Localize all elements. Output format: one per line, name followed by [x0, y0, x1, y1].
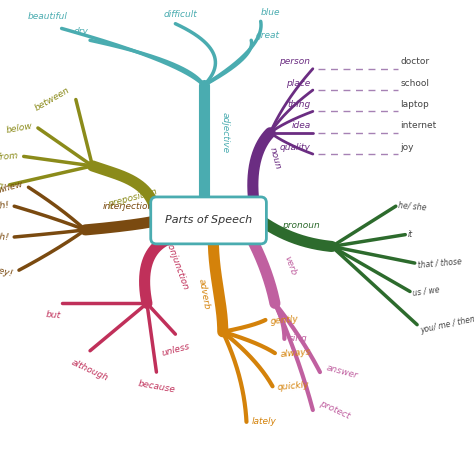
Text: between: between — [33, 86, 71, 113]
Text: quickly: quickly — [277, 381, 310, 392]
Text: sing: sing — [289, 335, 308, 343]
Text: beautiful: beautiful — [27, 12, 67, 21]
Text: place: place — [286, 79, 310, 88]
Text: Gosh!: Gosh! — [0, 231, 9, 243]
Text: internet: internet — [401, 121, 437, 130]
Text: Yehey!: Yehey! — [0, 262, 14, 278]
Text: from: from — [0, 151, 19, 162]
Text: that / those: that / those — [417, 256, 462, 270]
Text: answer: answer — [325, 364, 358, 381]
Text: pronoun: pronoun — [282, 221, 320, 230]
Text: joy: joy — [401, 143, 414, 152]
Text: adverb: adverb — [197, 277, 211, 310]
Text: interjection: interjection — [102, 202, 154, 211]
Text: always: always — [280, 347, 311, 359]
Text: preposition: preposition — [107, 187, 158, 209]
Text: unless: unless — [160, 341, 191, 357]
Text: quality: quality — [280, 143, 310, 152]
Text: below: below — [5, 121, 33, 135]
Text: doctor: doctor — [401, 57, 429, 66]
Text: gently: gently — [270, 314, 299, 326]
Text: adjective: adjective — [220, 112, 229, 153]
Text: lately: lately — [251, 418, 276, 426]
Text: although: although — [70, 358, 110, 383]
Text: school: school — [401, 79, 429, 88]
Text: Ouch!: Ouch! — [0, 201, 9, 212]
Text: it: it — [408, 230, 413, 239]
Text: Parts of Speech: Parts of Speech — [165, 215, 252, 226]
Text: verb: verb — [282, 255, 298, 276]
Text: because: because — [137, 379, 176, 395]
Text: great: great — [256, 31, 280, 40]
Text: protect: protect — [318, 399, 351, 421]
Text: noun: noun — [268, 146, 283, 171]
Text: idea: idea — [291, 121, 310, 130]
Text: person: person — [280, 57, 310, 66]
FancyBboxPatch shape — [151, 197, 266, 244]
Text: difficult: difficult — [163, 10, 197, 19]
Text: conjunction: conjunction — [164, 239, 190, 292]
Text: but: but — [46, 310, 62, 321]
Text: regarding: regarding — [0, 178, 5, 191]
Text: laptop: laptop — [401, 100, 429, 109]
Text: you/ me / them: you/ me / them — [419, 314, 474, 335]
Text: thing: thing — [287, 100, 310, 109]
Text: whew: whew — [0, 180, 24, 195]
Text: blue: blue — [260, 8, 280, 17]
Text: dry: dry — [73, 27, 88, 36]
Text: he/ she: he/ she — [398, 201, 427, 212]
Text: us / we: us / we — [412, 285, 441, 298]
